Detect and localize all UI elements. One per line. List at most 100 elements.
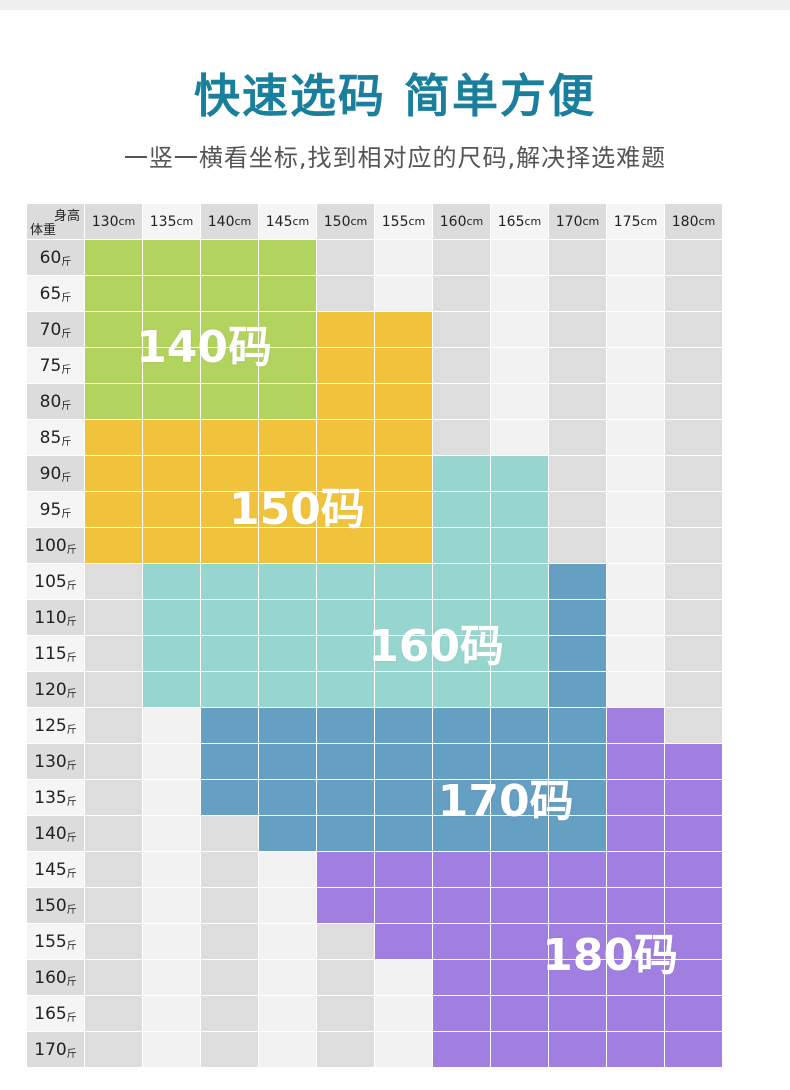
size-cell-170 <box>200 779 258 815</box>
size-cell-140 <box>200 347 258 383</box>
empty-cell <box>142 1031 200 1067</box>
size-cell-140 <box>258 239 316 275</box>
size-cell-180 <box>664 959 722 995</box>
size-cell-170 <box>200 743 258 779</box>
size-cell-150 <box>316 491 374 527</box>
empty-cell <box>548 347 606 383</box>
empty-cell <box>84 1031 142 1067</box>
empty-cell <box>548 491 606 527</box>
size-cell-170 <box>548 599 606 635</box>
size-cell-150 <box>258 419 316 455</box>
size-cell-180 <box>606 707 664 743</box>
empty-cell <box>316 1031 374 1067</box>
empty-cell <box>606 239 664 275</box>
empty-cell <box>142 923 200 959</box>
empty-cell <box>142 743 200 779</box>
size-zone-label-170: 170码 <box>437 775 574 827</box>
empty-cell <box>200 995 258 1031</box>
height-header-145: 145 cm <box>258 204 316 239</box>
size-cell-160 <box>316 635 374 671</box>
weight-value: 110 <box>34 607 67 628</box>
empty-cell <box>84 851 142 887</box>
empty-cell <box>200 815 258 851</box>
size-cell-180 <box>432 959 490 995</box>
weight-header-135: 135 斤 <box>27 779 84 815</box>
empty-cell <box>258 887 316 923</box>
size-cell-180 <box>490 851 548 887</box>
empty-cell <box>258 923 316 959</box>
size-cell-150 <box>200 491 258 527</box>
size-cell-150 <box>316 527 374 563</box>
size-cell-140 <box>258 383 316 419</box>
weight-value: 105 <box>34 571 67 592</box>
size-cell-150 <box>316 383 374 419</box>
height-header-165: 165 cm <box>490 204 548 239</box>
weight-header-60: 60 斤 <box>27 239 84 275</box>
size-cell-160 <box>490 455 548 491</box>
size-cell-180 <box>664 779 722 815</box>
empty-cell <box>664 491 722 527</box>
size-cell-170 <box>258 815 316 851</box>
size-cell-170 <box>548 815 606 851</box>
empty-cell <box>316 959 374 995</box>
size-cell-180 <box>316 887 374 923</box>
empty-cell <box>664 419 722 455</box>
weight-unit: 斤 <box>66 904 77 916</box>
weight-unit: 斤 <box>66 1012 77 1024</box>
weight-header-170: 170 斤 <box>27 1031 84 1067</box>
size-cell-180 <box>548 851 606 887</box>
weight-unit: 斤 <box>61 400 72 412</box>
size-cell-170 <box>374 779 432 815</box>
size-cell-180 <box>606 851 664 887</box>
weight-header-120: 120 斤 <box>27 671 84 707</box>
size-cell-160 <box>316 671 374 707</box>
size-cell-150 <box>316 311 374 347</box>
weight-header-130: 130 斤 <box>27 743 84 779</box>
size-cell-160 <box>432 671 490 707</box>
height-value: 160 <box>439 213 467 230</box>
weight-header-65: 65 斤 <box>27 275 84 311</box>
size-cell-170 <box>548 707 606 743</box>
empty-cell <box>200 1031 258 1067</box>
height-header-160: 160 cm <box>432 204 490 239</box>
size-cell-150 <box>316 347 374 383</box>
size-cell-180 <box>432 887 490 923</box>
size-cell-180 <box>548 1031 606 1067</box>
size-cell-150 <box>84 455 142 491</box>
corner-header: 身高 体重 <box>27 204 84 239</box>
empty-cell <box>200 923 258 959</box>
size-cell-170 <box>432 815 490 851</box>
empty-cell <box>316 923 374 959</box>
weight-unit: 斤 <box>66 616 77 628</box>
height-unit: cm <box>350 215 368 228</box>
size-cell-160 <box>490 563 548 599</box>
empty-cell <box>432 419 490 455</box>
size-cell-180 <box>664 995 722 1031</box>
size-cell-140 <box>84 383 142 419</box>
weight-value: 130 <box>34 751 67 772</box>
height-header-150: 150 cm <box>316 204 374 239</box>
weight-value: 60 <box>39 247 62 268</box>
size-cell-160 <box>316 563 374 599</box>
size-cell-170 <box>258 779 316 815</box>
size-cell-180 <box>548 995 606 1031</box>
empty-cell <box>432 383 490 419</box>
size-cell-180 <box>664 1031 722 1067</box>
size-cell-160 <box>374 563 432 599</box>
size-cell-170 <box>490 779 548 815</box>
weight-header-85: 85 斤 <box>27 419 84 455</box>
size-cell-160 <box>316 599 374 635</box>
weight-unit: 斤 <box>66 544 77 556</box>
weight-header-80: 80 斤 <box>27 383 84 419</box>
empty-cell <box>84 671 142 707</box>
weight-unit: 斤 <box>66 580 77 592</box>
height-unit: cm <box>698 215 716 228</box>
empty-cell <box>664 635 722 671</box>
empty-cell <box>200 959 258 995</box>
weight-unit: 斤 <box>66 940 77 952</box>
height-value: 170 <box>555 213 583 230</box>
empty-cell <box>606 383 664 419</box>
weight-unit: 斤 <box>66 832 77 844</box>
height-value: 175 <box>613 213 641 230</box>
empty-cell <box>84 635 142 671</box>
